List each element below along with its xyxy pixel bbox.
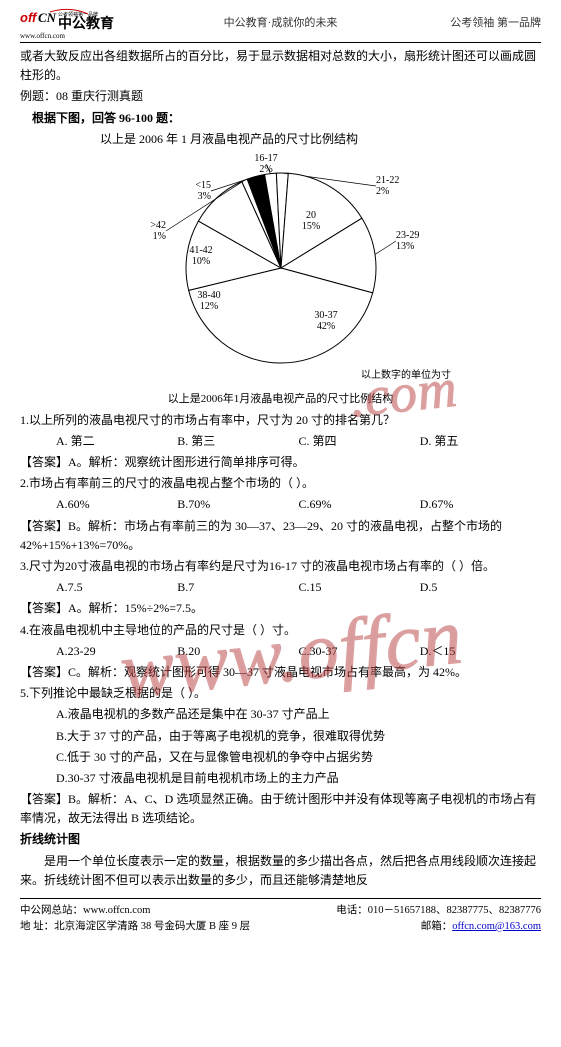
pie-chart: 16-172%21-222%2015%23-2913%30-3742%38-40… — [20, 153, 541, 409]
q2-options: A.60% B.70% C.69% D.67% — [56, 495, 541, 514]
q5-opt-a: A.液晶电视机的多数产品还是集中在 30-37 寸产品上 — [20, 705, 541, 724]
svg-text:10%: 10% — [191, 256, 209, 267]
intro-p2: 例题：08 重庆行测真题 — [20, 87, 541, 106]
svg-text:42%: 42% — [316, 321, 334, 332]
q2-opt-a: A.60% — [56, 495, 177, 514]
page-footer: 中公网总站：www.offcn.com 电话：010－51657188、8238… — [20, 898, 541, 935]
chart-caption: 以上是2006年1月液晶电视产品的尺寸比例结构 — [20, 391, 541, 409]
svg-text:中公教育: 中公教育 — [58, 15, 114, 32]
q3-options: A.7.5 B.7 C.15 D.5 — [56, 578, 541, 597]
svg-text:15%: 15% — [301, 221, 319, 232]
svg-text:16-17: 16-17 — [254, 153, 277, 164]
page-header: off CN 公考领袖第一品牌 中公教育 www.offcn.com 中公教育·… — [20, 8, 541, 43]
q4-opt-c: C.30-37 — [299, 642, 420, 661]
section2-body: 是用一个单位长度表示一定的数量，根据数量的多少描出各点，然后把各点用线段顺次连接… — [20, 852, 541, 890]
q5-answer: 【答案】B。解析：A、C、D 选项显然正确。由于统计图形中并没有体现等离子电视机… — [20, 790, 541, 828]
header-center: 中公教育·成就你的未来 — [224, 15, 338, 33]
svg-text:23-29: 23-29 — [396, 230, 419, 241]
header-right: 公考领袖 第一品牌 — [450, 15, 541, 33]
q5-opt-c: C.低于 30 寸的产品，又在与显像管电视机的争夺中占据劣势 — [20, 748, 541, 767]
footer-mail: offcn.com@163.com — [452, 921, 541, 932]
svg-text:38-40: 38-40 — [197, 290, 220, 301]
svg-text:2%: 2% — [259, 164, 272, 175]
svg-text:以上数字的单位为寸: 以上数字的单位为寸 — [361, 368, 451, 381]
svg-text:30-37: 30-37 — [314, 310, 337, 321]
intro-p4: 以上是 2006 年 1 月液晶电视产品的尺寸比例结构 — [20, 130, 541, 149]
q5-opt-d: D.30-37 寸液晶电视机是目前电视机市场上的主力产品 — [20, 769, 541, 788]
svg-text:13%: 13% — [396, 241, 414, 252]
q4-answer: 【答案】C。解析：观察统计图形可得 30—37 寸液晶电视市场占有率最高，为 4… — [20, 663, 541, 682]
footer-site-label: 中公网总站： — [20, 905, 83, 916]
q3-answer: 【答案】A。解析：15%÷2%=7.5。 — [20, 599, 541, 618]
q5-opt-b: B.大于 37 寸的产品，由于等离子电视机的竞争，很难取得优势 — [20, 727, 541, 746]
svg-text:21-22: 21-22 — [376, 175, 399, 186]
q3-opt-a: A.7.5 — [56, 578, 177, 597]
q4-opt-d: D.＜15 — [420, 642, 541, 661]
footer-site: www.offcn.com — [83, 905, 150, 916]
footer-tel: 010－51657188、82387775、82387776 — [368, 905, 541, 916]
svg-text:3%: 3% — [197, 191, 210, 202]
svg-text:20: 20 — [306, 210, 316, 221]
intro-p3: 根据下图，回答 96-100 题： — [20, 109, 541, 128]
q1-opt-b: B. 第三 — [177, 432, 298, 451]
q4-opt-a: A.23-29 — [56, 642, 177, 661]
q5-text: 5.下列推论中最缺乏根据的是（ ）。 — [20, 684, 541, 703]
svg-text:>42: >42 — [150, 220, 166, 231]
footer-addr-label: 地 址： — [20, 921, 54, 932]
footer-tel-label: 电话： — [336, 905, 368, 916]
svg-text:1%: 1% — [152, 231, 165, 242]
q1-opt-c: C. 第四 — [299, 432, 420, 451]
q2-opt-d: D.67% — [420, 495, 541, 514]
q3-opt-d: D.5 — [420, 578, 541, 597]
svg-text:<15: <15 — [195, 180, 211, 191]
q1-options: A. 第二 B. 第三 C. 第四 D. 第五 — [56, 432, 541, 451]
intro-p1: 或者大致反应出各组数据所占的百分比，易于显示数据相对总数的大小，扇形统计图还可以… — [20, 47, 541, 85]
section2-title: 折线统计图 — [20, 830, 541, 849]
q2-answer: 【答案】B。解析：市场占有率前三的为 30—37、23—29、20 寸的液晶电视… — [20, 517, 541, 555]
svg-text:off: off — [20, 10, 38, 25]
q3-opt-b: B.7 — [177, 578, 298, 597]
q1-answer: 【答案】A。解析：观察统计图形进行简单排序可得。 — [20, 453, 541, 472]
q2-opt-c: C.69% — [299, 495, 420, 514]
q3-text: 3.尺寸为20寸液晶电视的市场占有率约是尺寸为16-17 寸的液晶电视市场占有率… — [20, 557, 541, 576]
q1-text: 1.以上所列的液晶电视尺寸的市场占有率中，尺寸为 20 寸的排名第几？ — [20, 411, 541, 430]
q2-text: 2.市场占有率前三的尺寸的液晶电视占整个市场的（ ）。 — [20, 474, 541, 493]
svg-text:41-42: 41-42 — [189, 245, 212, 256]
svg-text:CN: CN — [38, 10, 57, 25]
footer-addr: 北京海淀区学清路 38 号金码大厦 B 座 9 层 — [54, 921, 250, 932]
q4-text: 4.在液晶电视机中主导地位的产品的尺寸是（ ）寸。 — [20, 621, 541, 640]
svg-text:12%: 12% — [199, 301, 217, 312]
q4-options: A.23-29 B.20 C.30-37 D.＜15 — [56, 642, 541, 661]
footer-mail-label: 邮箱： — [421, 921, 453, 932]
q3-opt-c: C.15 — [299, 578, 420, 597]
logo: off CN 公考领袖第一品牌 中公教育 www.offcn.com — [20, 8, 130, 40]
q2-opt-b: B.70% — [177, 495, 298, 514]
q4-opt-b: B.20 — [177, 642, 298, 661]
svg-text:2%: 2% — [376, 186, 389, 197]
q1-opt-a: A. 第二 — [56, 432, 177, 451]
q1-opt-d: D. 第五 — [420, 432, 541, 451]
svg-text:www.offcn.com: www.offcn.com — [20, 32, 65, 40]
